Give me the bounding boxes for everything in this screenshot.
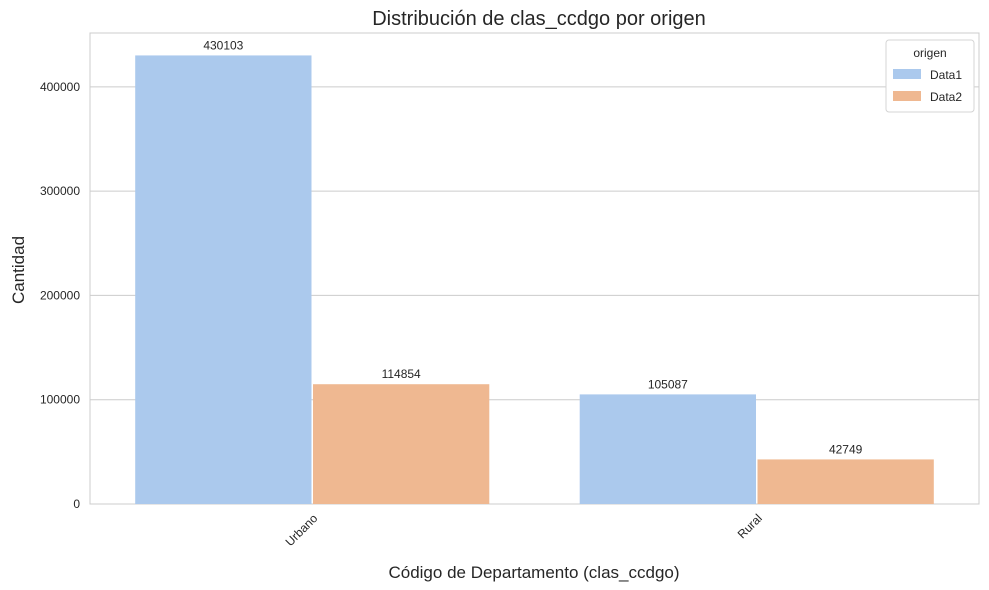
bar-data2-rural bbox=[757, 459, 934, 504]
bar-value-label: 105087 bbox=[648, 377, 688, 391]
bar-value-label: 114854 bbox=[382, 367, 421, 381]
bar-value-labels: 430103 114854 105087 42749 bbox=[203, 38, 862, 456]
plot-frame bbox=[89, 32, 980, 505]
y-tick-label: 200000 bbox=[40, 288, 80, 302]
bar-data2-urbano bbox=[313, 384, 490, 504]
legend-title: origen bbox=[913, 46, 946, 60]
bar-value-label: 42749 bbox=[829, 442, 863, 456]
y-tick-label: 300000 bbox=[40, 184, 80, 198]
bars bbox=[135, 55, 934, 505]
legend-label-data2: Data2 bbox=[930, 90, 962, 104]
legend-swatch-data1 bbox=[893, 69, 921, 79]
bar-value-label: 430103 bbox=[203, 38, 243, 52]
x-axis-label: Código de Departamento (clas_ccdgo) bbox=[388, 563, 679, 582]
y-axis-ticks: 0 100000 200000 300000 400000 bbox=[40, 80, 80, 511]
bar-data1-rural bbox=[579, 394, 756, 504]
y-tick-label: 100000 bbox=[40, 393, 80, 407]
chart-title: Distribución de clas_ccdgo por origen bbox=[372, 8, 706, 30]
legend: origen Data1 Data2 bbox=[885, 39, 975, 113]
y-axis-label: Cantidad bbox=[9, 236, 28, 304]
legend-swatch-data2 bbox=[893, 91, 921, 101]
bar-data1-urbano bbox=[135, 55, 312, 505]
y-tick-label: 400000 bbox=[40, 80, 80, 94]
legend-label-data1: Data1 bbox=[930, 68, 962, 82]
y-tick-label: 0 bbox=[73, 497, 80, 511]
